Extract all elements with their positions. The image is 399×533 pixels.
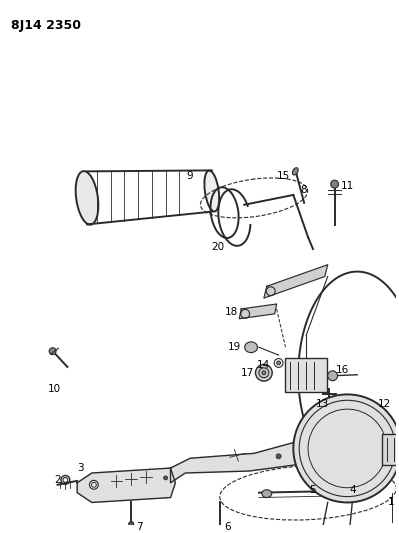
Ellipse shape <box>76 171 98 225</box>
Text: 13: 13 <box>316 399 330 409</box>
Text: 15: 15 <box>277 171 290 181</box>
Polygon shape <box>170 439 328 483</box>
Text: 4: 4 <box>349 484 356 495</box>
Ellipse shape <box>277 361 280 365</box>
Text: 5: 5 <box>310 484 316 495</box>
Text: 3: 3 <box>77 463 83 473</box>
Ellipse shape <box>204 171 219 212</box>
Text: 8: 8 <box>300 185 306 195</box>
Text: 16: 16 <box>336 365 349 375</box>
Ellipse shape <box>331 180 338 188</box>
Ellipse shape <box>293 394 399 503</box>
Ellipse shape <box>245 342 257 353</box>
Ellipse shape <box>262 490 272 498</box>
Text: 20: 20 <box>211 242 224 252</box>
Text: 11: 11 <box>341 181 354 191</box>
Text: 9: 9 <box>187 171 194 181</box>
Ellipse shape <box>129 522 134 527</box>
Ellipse shape <box>255 365 272 381</box>
Text: 19: 19 <box>228 342 241 352</box>
Text: 1: 1 <box>388 497 395 507</box>
FancyBboxPatch shape <box>285 358 327 392</box>
Text: 14: 14 <box>257 360 271 370</box>
Ellipse shape <box>262 371 266 375</box>
Polygon shape <box>239 304 277 319</box>
Text: 18: 18 <box>225 307 238 317</box>
Text: 7: 7 <box>136 522 142 532</box>
Ellipse shape <box>328 371 338 381</box>
Ellipse shape <box>49 348 56 354</box>
Ellipse shape <box>217 527 222 531</box>
Ellipse shape <box>164 476 168 480</box>
Polygon shape <box>77 468 176 503</box>
Polygon shape <box>264 265 328 298</box>
Ellipse shape <box>276 454 281 459</box>
Text: 6: 6 <box>224 522 231 532</box>
Text: 8J14 2350: 8J14 2350 <box>11 19 81 32</box>
Text: 12: 12 <box>378 399 391 409</box>
Text: 2: 2 <box>54 475 61 485</box>
Text: 10: 10 <box>48 384 61 394</box>
Text: 17: 17 <box>241 368 254 378</box>
FancyBboxPatch shape <box>382 434 399 465</box>
Ellipse shape <box>292 168 298 175</box>
Ellipse shape <box>342 488 352 496</box>
